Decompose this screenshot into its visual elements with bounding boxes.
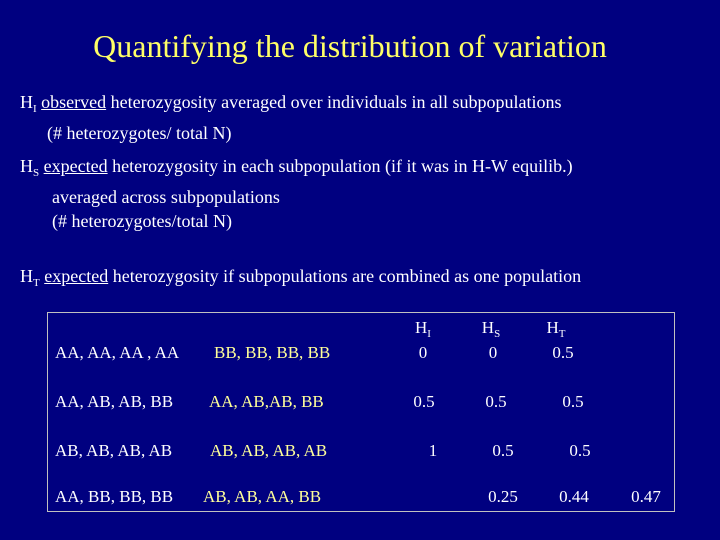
hs-subscript: S (33, 167, 40, 179)
header-hi-sub: I (427, 328, 431, 340)
row1-pop2: BB, BB, BB, BB (214, 343, 331, 362)
hs-symbol: H (20, 156, 33, 176)
header-hs-sub: S (494, 328, 501, 340)
hs-definition: HS expected heterozygosity in each subpo… (20, 154, 573, 233)
row1-hs: 0 (488, 343, 498, 362)
hi-subscript: I (33, 103, 37, 115)
row3-hs: 0.5 (492, 441, 514, 460)
row2-pop1: AA, AB, AB, BB (55, 392, 174, 411)
row1-hi: 0 (418, 343, 428, 362)
row2-hs: 0.5 (485, 392, 507, 411)
hi-symbol: H (20, 92, 33, 112)
row4-pop1: AA, BB, BB, BB (55, 487, 174, 506)
row4-pop2: AB, AB, AA, BB (203, 487, 322, 506)
row3-hi: 1 (428, 441, 438, 460)
hs-text-2: averaged across subpopulations (52, 187, 280, 207)
row2-ht: 0.5 (562, 392, 584, 411)
row3-pop2: AB, AB, AB, AB (210, 441, 328, 460)
hi-line-1: HI observed heterozygosity averaged over… (20, 90, 562, 121)
row3-pop1: AB, AB, AB, AB (55, 441, 173, 460)
row2-pop2: AA, AB,AB, BB (209, 392, 324, 411)
header-hs-symbol: H (481, 318, 495, 337)
ht-symbol: H (20, 266, 33, 286)
header-hi: HI (408, 319, 438, 343)
row3-ht: 0.5 (569, 441, 591, 460)
slide-title: Quantifying the distribution of variatio… (93, 28, 607, 64)
hi-text-2: (# heterozygotes/ total N) (47, 123, 232, 143)
hs-line-1: HS expected heterozygosity in each subpo… (20, 154, 573, 185)
header-ht: HT (541, 319, 571, 343)
hi-keyword: observed (41, 92, 107, 112)
header-ht-symbol: H (546, 318, 559, 337)
header-hs: HS (476, 319, 506, 343)
hs-text-3: (# heterozygotes/total N) (52, 211, 232, 231)
ht-keyword: expected (44, 266, 109, 286)
ht-text-1: heterozygosity if subpopulations are com… (108, 266, 582, 286)
row4-hs: 0.25 (488, 487, 518, 506)
header-ht-sub: T (558, 328, 566, 340)
hs-keyword: expected (43, 156, 108, 176)
header-hi-symbol: H (415, 318, 428, 337)
row1-pop1: AA, AA, AA , AA (55, 343, 180, 362)
ht-subscript: T (33, 277, 40, 289)
hi-text-1: heterozygosity averaged over individuals… (106, 92, 562, 112)
ht-definition: HT expected heterozygosity if subpopulat… (20, 264, 581, 295)
row4-extra: 0.47 (631, 487, 661, 506)
example-table: HI HS HT AA, AA, AA , AA BB, BB, BB, BB … (47, 312, 675, 512)
row2-hi: 0.5 (413, 392, 435, 411)
hs-text-1: heterozygosity in each subpopulation (if… (107, 156, 573, 176)
row4-ht: 0.44 (559, 487, 589, 506)
hi-definition: HI observed heterozygosity averaged over… (20, 90, 562, 145)
row1-ht: 0.5 (552, 343, 574, 362)
